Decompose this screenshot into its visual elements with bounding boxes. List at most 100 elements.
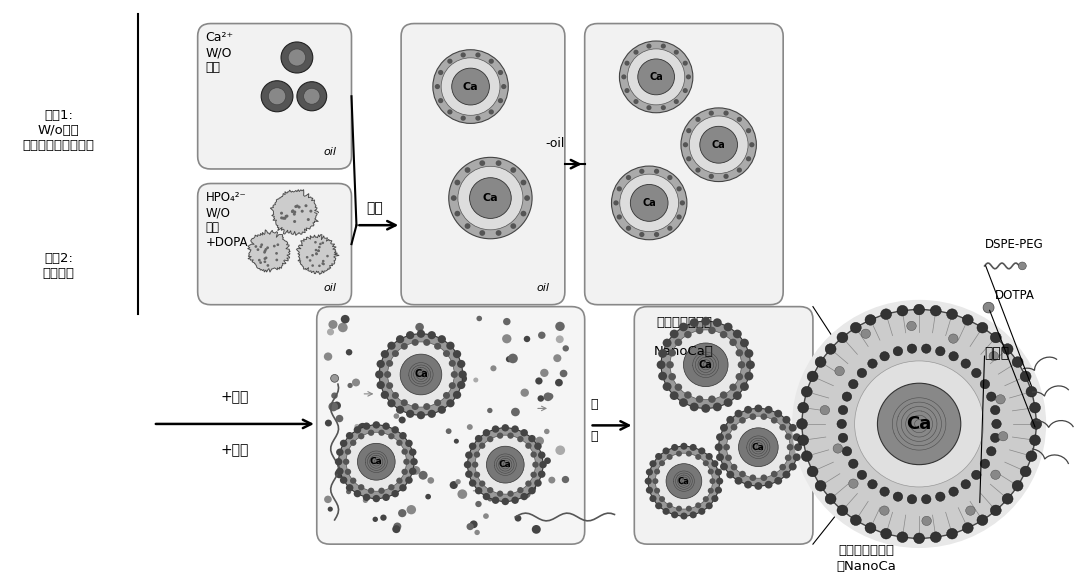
- Circle shape: [662, 447, 670, 454]
- Circle shape: [731, 464, 737, 470]
- Circle shape: [379, 334, 463, 415]
- Circle shape: [620, 174, 678, 232]
- Circle shape: [949, 351, 958, 361]
- Circle shape: [469, 520, 478, 528]
- Circle shape: [878, 383, 960, 465]
- Circle shape: [449, 158, 533, 239]
- Circle shape: [328, 507, 333, 512]
- Circle shape: [837, 505, 848, 516]
- Circle shape: [314, 241, 317, 244]
- Circle shape: [467, 428, 543, 501]
- Circle shape: [746, 128, 751, 133]
- Circle shape: [528, 453, 534, 459]
- Circle shape: [543, 392, 552, 401]
- Circle shape: [851, 515, 861, 526]
- Circle shape: [465, 167, 470, 173]
- Circle shape: [914, 304, 925, 315]
- Circle shape: [377, 381, 384, 389]
- Circle shape: [647, 105, 651, 110]
- Circle shape: [563, 345, 568, 351]
- Circle shape: [788, 463, 797, 470]
- Circle shape: [706, 453, 713, 460]
- Circle shape: [388, 342, 395, 350]
- Circle shape: [739, 471, 746, 477]
- Circle shape: [921, 344, 931, 353]
- Circle shape: [350, 478, 356, 484]
- Circle shape: [714, 469, 722, 476]
- Circle shape: [674, 384, 682, 391]
- Circle shape: [745, 371, 754, 381]
- Circle shape: [329, 320, 338, 329]
- Circle shape: [922, 516, 931, 526]
- Circle shape: [487, 487, 493, 493]
- Circle shape: [457, 166, 523, 230]
- Text: 水: 水: [591, 398, 598, 411]
- Circle shape: [881, 528, 892, 539]
- Circle shape: [512, 497, 518, 504]
- Circle shape: [388, 387, 394, 393]
- Circle shape: [735, 373, 743, 381]
- Circle shape: [451, 195, 456, 201]
- Circle shape: [771, 471, 778, 477]
- Circle shape: [258, 259, 260, 262]
- Circle shape: [331, 374, 339, 382]
- Circle shape: [708, 469, 713, 474]
- Circle shape: [387, 382, 393, 389]
- Circle shape: [686, 156, 692, 162]
- Circle shape: [720, 392, 727, 398]
- Circle shape: [717, 478, 723, 485]
- Text: Ca: Ca: [699, 360, 712, 370]
- Circle shape: [977, 515, 988, 526]
- Circle shape: [738, 428, 779, 466]
- Circle shape: [683, 61, 688, 66]
- Circle shape: [709, 110, 714, 116]
- Circle shape: [317, 250, 320, 252]
- FancyBboxPatch shape: [317, 306, 585, 544]
- Circle shape: [475, 501, 481, 507]
- Circle shape: [497, 432, 503, 439]
- Circle shape: [309, 210, 313, 213]
- Circle shape: [412, 403, 418, 410]
- Circle shape: [457, 360, 465, 368]
- Circle shape: [720, 424, 727, 432]
- Circle shape: [291, 210, 294, 213]
- Circle shape: [689, 444, 697, 451]
- Circle shape: [388, 477, 397, 486]
- Circle shape: [780, 424, 786, 431]
- Circle shape: [713, 319, 722, 327]
- Circle shape: [670, 330, 742, 400]
- FancyBboxPatch shape: [585, 24, 783, 305]
- Circle shape: [387, 386, 395, 395]
- Circle shape: [764, 406, 772, 413]
- Circle shape: [315, 253, 318, 255]
- Circle shape: [406, 410, 414, 418]
- Circle shape: [285, 214, 289, 217]
- Circle shape: [357, 423, 368, 432]
- Circle shape: [648, 446, 720, 516]
- Circle shape: [914, 533, 925, 543]
- Text: DSPE-PEG: DSPE-PEG: [984, 239, 1043, 251]
- Circle shape: [284, 215, 287, 218]
- Circle shape: [497, 490, 503, 497]
- Circle shape: [538, 470, 546, 478]
- Circle shape: [453, 391, 462, 399]
- Circle shape: [662, 382, 672, 391]
- Circle shape: [666, 361, 674, 369]
- Circle shape: [479, 230, 486, 236]
- Circle shape: [949, 334, 958, 343]
- Circle shape: [960, 480, 970, 489]
- Circle shape: [479, 160, 486, 166]
- Circle shape: [681, 443, 687, 450]
- Circle shape: [352, 378, 360, 386]
- Circle shape: [634, 49, 638, 55]
- Circle shape: [723, 174, 729, 179]
- Circle shape: [649, 460, 657, 467]
- Circle shape: [266, 246, 269, 249]
- Circle shape: [726, 416, 734, 424]
- Circle shape: [337, 448, 344, 456]
- Circle shape: [726, 471, 734, 478]
- Circle shape: [296, 205, 298, 208]
- Circle shape: [311, 264, 314, 267]
- Circle shape: [507, 432, 514, 439]
- Circle shape: [930, 305, 941, 316]
